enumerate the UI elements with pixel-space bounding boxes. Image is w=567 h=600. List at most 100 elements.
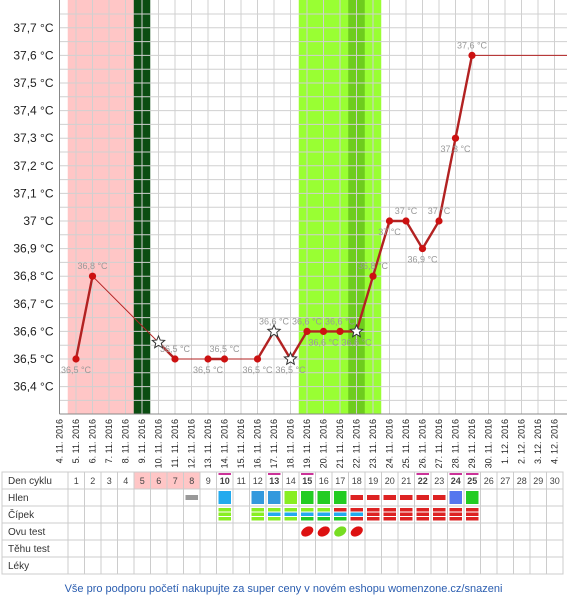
cipek-mark	[367, 517, 380, 521]
cycle-day-number: 25	[467, 476, 477, 486]
temperature-series	[72, 51, 567, 366]
ovu-test-mark	[317, 526, 330, 537]
cipek-mark	[268, 512, 281, 516]
point-marker	[385, 217, 394, 225]
cipek-mark	[433, 512, 446, 516]
cipek-mark	[284, 508, 297, 512]
point-label: 36,6 °C	[259, 316, 290, 326]
cipek-mark	[433, 508, 446, 512]
table-row-label: Těhu test	[8, 544, 50, 555]
point-label: 36,8 °C	[77, 261, 108, 271]
cycle-day-highlight	[218, 473, 231, 475]
cycle-day-number: 1	[74, 476, 79, 486]
point-label: 36,5 °C	[160, 344, 191, 354]
point-marker	[319, 327, 328, 335]
cipek-mark	[301, 517, 314, 521]
x-tick-label: 14. 11. 2016	[220, 419, 230, 468]
table-row-label: Ovu test	[8, 527, 45, 538]
cycle-day-number: 24	[451, 476, 461, 486]
cycle-day-number: 9	[206, 476, 211, 486]
series-segment	[437, 137, 457, 222]
hlen-mark	[301, 491, 314, 504]
x-tick-label: 7. 11. 2016	[104, 419, 114, 463]
x-tick-label: 13. 11. 2016	[203, 419, 213, 468]
cipek-mark	[218, 512, 231, 516]
x-tick-label: 16. 11. 2016	[253, 419, 263, 468]
series-segment	[74, 275, 94, 360]
ovu-test-mark	[334, 526, 347, 537]
cipek-mark	[251, 512, 264, 516]
cycle-day-number: 20	[385, 476, 395, 486]
cycle-day-highlight	[466, 473, 479, 475]
chart-grid	[59, 0, 567, 415]
y-tick-label: 36,4 °C	[13, 380, 53, 394]
ovu-test-mark	[350, 526, 363, 537]
cipek-mark	[218, 508, 231, 512]
x-tick-label: 5. 11. 2016	[71, 419, 81, 463]
cipek-mark	[383, 508, 396, 512]
hlen-mark	[433, 495, 446, 500]
cipek-mark	[317, 508, 330, 512]
x-tick-label: 8. 11. 2016	[121, 419, 131, 463]
point-labels: 36,5 °C36,8 °C36,5 °C36,5 °C36,5 °C36,5 …	[61, 40, 488, 375]
point-star-marker	[349, 323, 364, 338]
point-marker	[204, 355, 212, 363]
x-tick-label: 28. 11. 2016	[451, 419, 461, 468]
x-tick-label: 3. 12. 2016	[533, 419, 543, 464]
point-marker	[336, 327, 344, 335]
cipek-mark	[400, 512, 413, 516]
y-tick-label: 37,1 °C	[13, 186, 53, 200]
cycle-day-number: 6	[156, 476, 161, 486]
x-tick-label: 29. 11. 2016	[467, 419, 477, 468]
point-star-marker	[151, 334, 166, 349]
hlen-mark	[317, 491, 330, 504]
cipek-mark	[268, 517, 281, 521]
cipek-mark	[449, 508, 462, 512]
cipek-mark	[251, 517, 264, 521]
cipek-mark	[350, 512, 363, 516]
hlen-mark	[449, 491, 462, 504]
cycle-day-number: 13	[269, 476, 279, 486]
point-marker	[451, 134, 460, 142]
hlen-mark	[350, 495, 363, 500]
point-label: 36,6 °C	[325, 316, 356, 326]
cipek-mark	[416, 517, 429, 521]
point-marker	[402, 217, 410, 225]
hlen-mark	[218, 491, 231, 504]
x-tick-label: 22. 11. 2016	[352, 419, 362, 468]
table-row-label: Hlen	[8, 493, 29, 504]
point-label: 37,3 °C	[440, 144, 471, 154]
series-segment	[404, 220, 424, 250]
promo-footer-link[interactable]: Vše pro podporu početí nakupujte za supe…	[64, 583, 503, 595]
cycle-day-menstruation	[167, 472, 183, 489]
cipek-mark	[218, 517, 231, 521]
cycle-day-number: 30	[550, 476, 560, 486]
cycle-day-number: 5	[140, 476, 145, 486]
point-marker	[418, 245, 427, 253]
cycle-day-number: 3	[107, 476, 112, 486]
hlen-mark	[367, 495, 380, 500]
table-row-label: Den cyklu	[8, 476, 52, 487]
cipek-mark	[367, 508, 380, 512]
cycle-day-highlight	[301, 473, 314, 475]
cipek-mark	[466, 517, 479, 521]
cipek-mark	[466, 508, 479, 512]
cycle-day-number: 27	[500, 476, 510, 486]
cipek-mark	[284, 512, 297, 516]
cipek-mark	[367, 512, 380, 516]
y-tick-label: 37 °C	[23, 214, 53, 228]
table-row-label: Léky	[8, 561, 29, 572]
point-marker	[72, 355, 80, 363]
point-label: 36,6 °C	[308, 337, 339, 347]
x-tick-label: 18. 11. 2016	[286, 419, 296, 468]
y-tick-label: 37,6 °C	[13, 48, 53, 62]
x-tick-label: 6. 11. 2016	[88, 419, 98, 463]
hlen-mark	[284, 491, 297, 504]
cipek-mark	[433, 517, 446, 521]
cipek-mark	[301, 512, 314, 516]
y-tick-label: 36,8 °C	[13, 269, 53, 283]
cipek-mark	[400, 508, 413, 512]
cycle-day-number: 11	[237, 476, 246, 486]
y-tick-label: 37,7 °C	[13, 21, 53, 35]
point-label: 36,5 °C	[275, 365, 306, 375]
